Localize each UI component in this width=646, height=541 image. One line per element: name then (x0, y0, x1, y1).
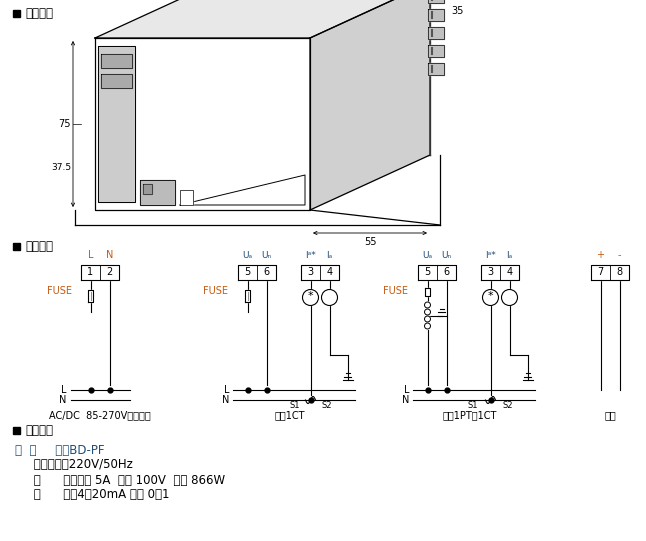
Text: N: N (222, 395, 229, 405)
Text: -: - (618, 250, 621, 261)
Text: *: * (307, 291, 313, 300)
Polygon shape (481, 265, 519, 280)
Text: Uₐ: Uₐ (242, 252, 253, 261)
Polygon shape (81, 265, 119, 280)
Text: N: N (59, 395, 67, 405)
Text: 35: 35 (451, 5, 463, 16)
Text: S1: S1 (468, 401, 479, 411)
Text: L: L (224, 385, 229, 395)
Text: 4: 4 (326, 267, 333, 277)
Polygon shape (428, 0, 444, 3)
Polygon shape (13, 243, 20, 250)
Text: Iₐ: Iₐ (326, 252, 333, 261)
Text: +: + (596, 250, 605, 261)
Polygon shape (95, 38, 310, 210)
Text: L: L (61, 385, 67, 395)
Text: 8: 8 (616, 267, 623, 277)
Text: *: * (488, 291, 494, 300)
Text: 37.5: 37.5 (51, 162, 71, 171)
Polygon shape (591, 265, 629, 280)
Text: Uₙ: Uₙ (262, 252, 271, 261)
Text: 例  型     号：BD-PF: 例 型 号：BD-PF (15, 444, 105, 457)
Text: Iᵃ*: Iᵃ* (305, 252, 316, 261)
Text: Iₐ: Iₐ (506, 252, 513, 261)
Text: 外形尺寸: 外形尺寸 (25, 7, 53, 20)
Polygon shape (101, 54, 132, 68)
Text: FUSE: FUSE (203, 286, 229, 295)
Text: 输      出：4～20mA 对应 0～1: 输 出：4～20mA 对应 0～1 (15, 489, 169, 502)
Circle shape (424, 316, 430, 322)
Text: 3: 3 (307, 267, 313, 277)
Text: S1: S1 (289, 401, 300, 411)
Text: S2: S2 (503, 401, 513, 411)
Polygon shape (88, 289, 93, 301)
Polygon shape (140, 180, 175, 205)
Circle shape (424, 302, 430, 308)
Text: L: L (404, 385, 410, 395)
Polygon shape (13, 10, 20, 17)
Text: N: N (106, 250, 113, 261)
Text: 2: 2 (107, 267, 112, 277)
Circle shape (424, 323, 430, 329)
Circle shape (302, 289, 318, 306)
Circle shape (483, 289, 499, 306)
Polygon shape (428, 45, 444, 57)
Text: 55: 55 (364, 237, 376, 247)
Text: 辅助电源：220V/50Hz: 辅助电源：220V/50Hz (15, 459, 133, 472)
Polygon shape (180, 190, 193, 205)
Polygon shape (428, 27, 444, 39)
Polygon shape (98, 46, 135, 202)
Text: 单相1CT: 单相1CT (275, 410, 306, 420)
Text: 6: 6 (443, 267, 450, 277)
Text: FUSE: FUSE (384, 286, 408, 295)
Text: Uₙ: Uₙ (441, 252, 452, 261)
Polygon shape (301, 265, 339, 280)
Text: 1: 1 (87, 267, 94, 277)
Polygon shape (180, 175, 305, 205)
Text: 接线方式: 接线方式 (25, 240, 53, 253)
Polygon shape (245, 289, 250, 301)
Text: 3: 3 (488, 267, 494, 277)
Text: L: L (88, 250, 93, 261)
Text: N: N (402, 395, 410, 405)
Polygon shape (428, 63, 444, 75)
Polygon shape (143, 184, 152, 194)
Text: 输出: 输出 (604, 410, 616, 420)
Circle shape (322, 289, 337, 306)
Text: 5: 5 (244, 267, 251, 277)
Polygon shape (310, 0, 430, 210)
Text: 4: 4 (506, 267, 512, 277)
Text: 7: 7 (598, 267, 603, 277)
Text: FUSE: FUSE (47, 286, 72, 295)
Text: 订货范例: 订货范例 (25, 424, 53, 437)
Text: 75: 75 (59, 119, 71, 129)
Text: AC/DC  85-270V辅助电源: AC/DC 85-270V辅助电源 (49, 410, 151, 420)
Text: 5: 5 (424, 267, 431, 277)
Text: S2: S2 (322, 401, 332, 411)
Text: Iᵃ*: Iᵃ* (485, 252, 496, 261)
Text: 单相1PT、1CT: 单相1PT、1CT (443, 410, 497, 420)
Text: Uₐ: Uₐ (422, 252, 433, 261)
Polygon shape (95, 0, 430, 38)
Polygon shape (101, 74, 132, 88)
Polygon shape (418, 265, 456, 280)
Text: 6: 6 (264, 267, 269, 277)
Polygon shape (238, 265, 276, 280)
Text: 输      入：电流 5A  电压 100V  功率 866W: 输 入：电流 5A 电压 100V 功率 866W (15, 473, 225, 486)
Polygon shape (428, 9, 444, 21)
Polygon shape (425, 287, 430, 295)
Circle shape (424, 309, 430, 315)
Circle shape (501, 289, 517, 306)
Polygon shape (13, 427, 20, 434)
